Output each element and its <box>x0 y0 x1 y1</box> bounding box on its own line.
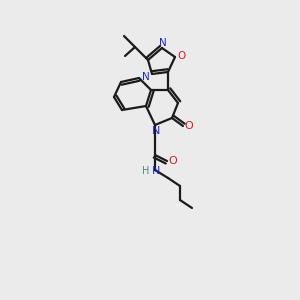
Text: O: O <box>169 156 177 166</box>
Text: N: N <box>152 166 160 176</box>
Text: O: O <box>177 51 185 61</box>
Text: H: H <box>142 166 150 176</box>
Text: N: N <box>152 126 160 136</box>
Text: N: N <box>142 72 150 82</box>
Text: N: N <box>159 38 167 48</box>
Text: O: O <box>184 121 194 131</box>
